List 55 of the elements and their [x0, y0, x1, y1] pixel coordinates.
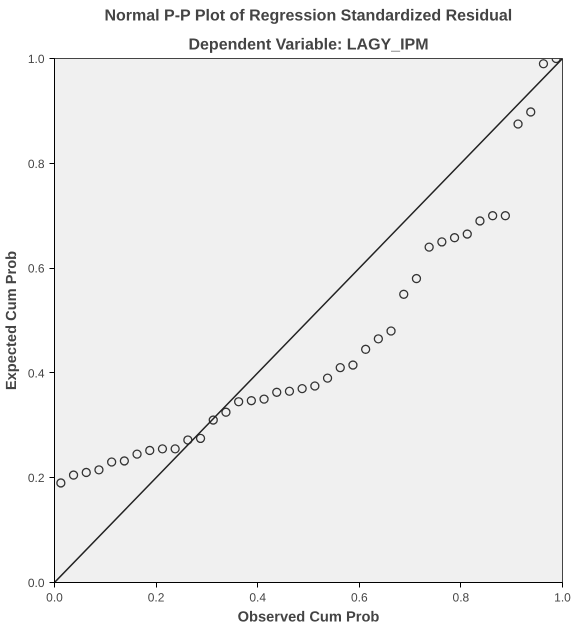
point [399, 290, 408, 299]
point [259, 394, 269, 404]
point [475, 216, 485, 226]
y-tick-label: 1.0 [28, 52, 45, 66]
point [526, 107, 536, 117]
chart-title: Normal P-P Plot of Regression Standardized Residual [104, 8, 512, 24]
y-tick-label: 0.4 [28, 366, 45, 380]
y-axis-title: Expected Cum Prob [4, 250, 20, 390]
point [500, 211, 510, 220]
point [170, 444, 180, 454]
point [386, 326, 396, 336]
point [94, 465, 104, 474]
y-tick-label: 0.8 [28, 156, 45, 171]
point [538, 59, 548, 68]
x-tick-label: 0.2 [148, 590, 165, 604]
point [450, 233, 460, 242]
y-tick-label: 0.2 [28, 471, 45, 486]
point [437, 237, 446, 247]
chart-subtitle: Dependent Variable: LAGY_IPM [188, 36, 429, 54]
point [488, 211, 498, 220]
y-tick-label: 0.0 [28, 576, 45, 590]
x-tick-label: 0.6 [350, 590, 368, 604]
x-tick-label: 1.0 [554, 590, 572, 604]
point [412, 274, 422, 284]
y-tick-label: 0.6 [28, 262, 45, 276]
x-tick-label: 0.4 [249, 590, 266, 604]
point [424, 242, 434, 252]
point [348, 360, 358, 370]
point [208, 415, 218, 425]
x-axis-title: Observed Cum Prob [238, 610, 380, 626]
point [56, 478, 66, 488]
point [68, 470, 78, 480]
point [322, 374, 332, 383]
point [462, 229, 472, 239]
point [158, 444, 168, 454]
point [272, 388, 282, 397]
point [284, 386, 294, 396]
point [145, 446, 154, 456]
point [183, 435, 192, 445]
x-tick-label: 0.8 [452, 590, 470, 604]
point [234, 397, 244, 406]
point [132, 449, 142, 459]
point [374, 334, 383, 344]
point [246, 396, 256, 406]
point [120, 456, 129, 466]
point [298, 384, 307, 394]
point [82, 468, 91, 478]
x-tick-label: 0.0 [46, 590, 64, 604]
point [336, 363, 345, 372]
point [361, 344, 370, 354]
point [221, 408, 231, 417]
point [196, 434, 206, 444]
point [107, 457, 116, 467]
point [310, 381, 320, 391]
point [513, 119, 523, 129]
